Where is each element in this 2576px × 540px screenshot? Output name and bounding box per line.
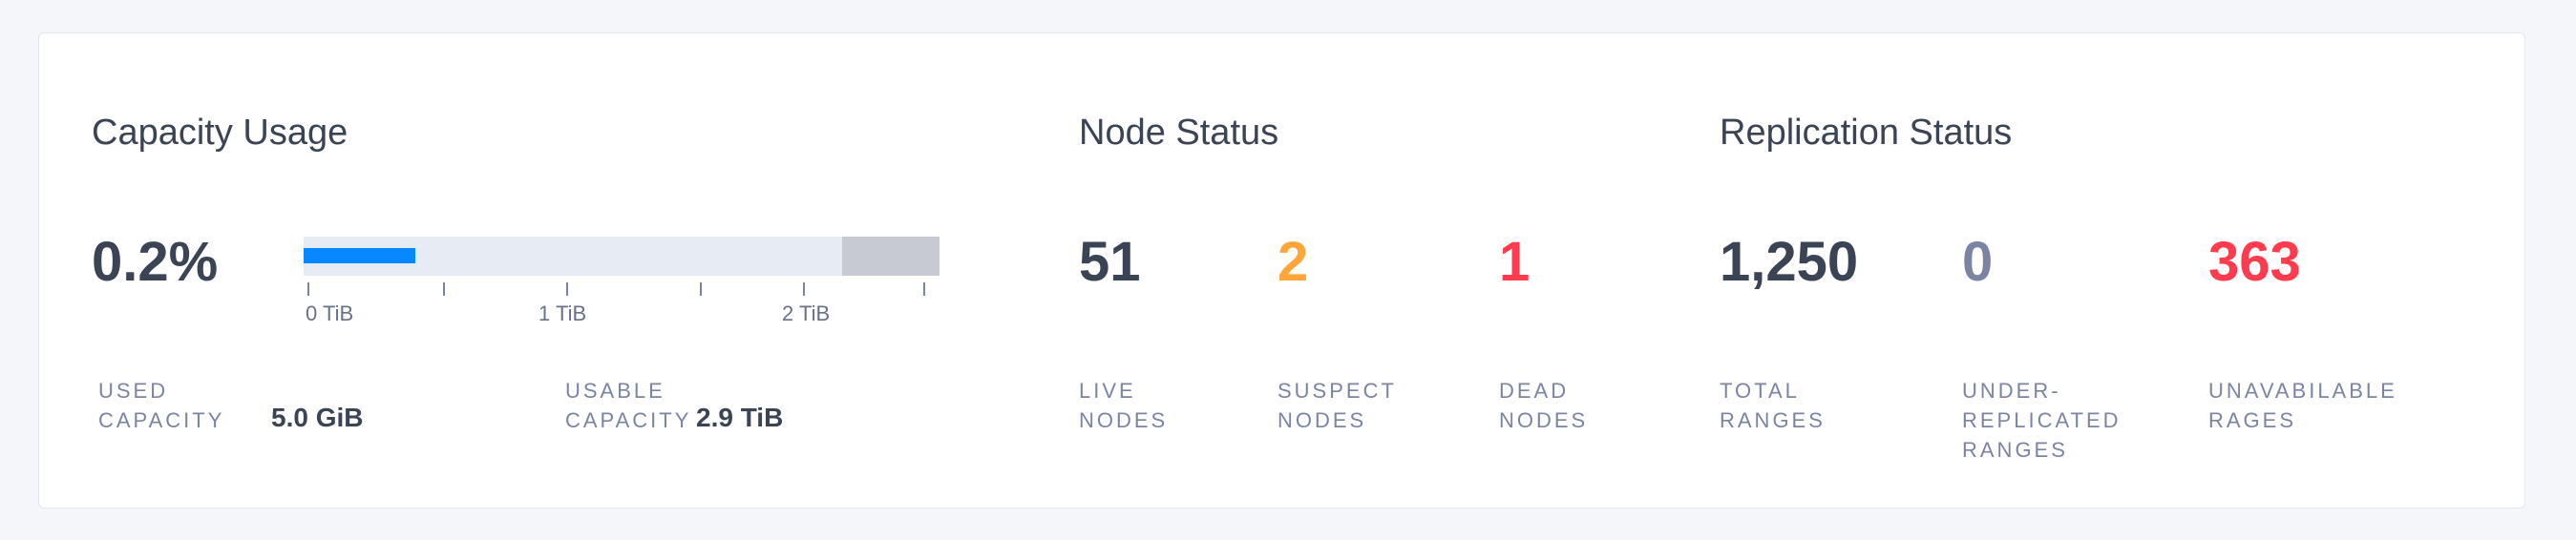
label-line: USED [98, 379, 169, 403]
label-line: RANGES [1720, 408, 1826, 432]
label-line: UNAVABILABLE [2208, 379, 2397, 403]
usable-capacity-value: 2.9 TiB [696, 403, 784, 432]
label-line: REPLICATED [1962, 408, 2122, 432]
axis-tick-label: 1 TiB [538, 301, 587, 325]
label-line: DEAD [1499, 379, 1570, 403]
axis-tick [443, 282, 445, 296]
replication-status-title: Replication Status [1720, 113, 2013, 153]
label-line: CAPACITY [98, 408, 225, 432]
stat-value: 2 [1277, 231, 1309, 293]
label-line: CAPACITY [565, 408, 692, 432]
capacity-percent: 0.2% [92, 231, 219, 293]
axis-tick [923, 282, 925, 296]
label-line: NODES [1079, 408, 1169, 432]
stat-label: DEAD NODES [1499, 376, 1588, 435]
stat-value: 51 [1079, 231, 1141, 293]
stat-value: 363 [2208, 231, 2301, 293]
axis-tick [566, 282, 568, 296]
label-line: USABLE [565, 379, 665, 403]
node-status-title: Node Status [1079, 113, 1279, 153]
capacity-bar-reserved [842, 237, 940, 276]
used-capacity-label: USED CAPACITY [98, 376, 224, 435]
stat-label: TOTAL RANGES [1720, 376, 1826, 435]
stat-label: UNDER- REPLICATED RANGES [1962, 376, 2122, 465]
used-capacity-value: 5.0 GiB [271, 403, 364, 432]
label-line: RANGES [1962, 438, 2068, 462]
stat-label: LIVE NODES [1079, 376, 1168, 435]
label-line: LIVE [1079, 379, 1136, 403]
label-line: TOTAL [1720, 379, 1800, 403]
label-line: NODES [1277, 408, 1367, 432]
axis-tick-label: 2 TiB [782, 301, 831, 325]
label-line: RAGES [2208, 408, 2297, 432]
capacity-bar [304, 237, 940, 276]
axis-tick [700, 282, 702, 296]
stat-label: SUSPECT NODES [1277, 376, 1397, 435]
axis-tick [803, 282, 805, 296]
stat-value: 0 [1962, 231, 1994, 293]
label-line: UNDER- [1962, 379, 2061, 403]
stat-label: UNAVABILABLE RAGES [2208, 376, 2397, 435]
usable-capacity-label: USABLE CAPACITY [565, 376, 691, 435]
stat-value: 1 [1499, 231, 1531, 293]
label-line: NODES [1499, 408, 1589, 432]
axis-tick [307, 282, 309, 296]
label-line: SUSPECT [1277, 379, 1397, 403]
capacity-bar-used-fill [304, 248, 415, 263]
stat-value: 1,250 [1720, 231, 1859, 293]
capacity-usage-title: Capacity Usage [92, 113, 348, 153]
axis-tick-label: 0 TiB [306, 301, 354, 325]
